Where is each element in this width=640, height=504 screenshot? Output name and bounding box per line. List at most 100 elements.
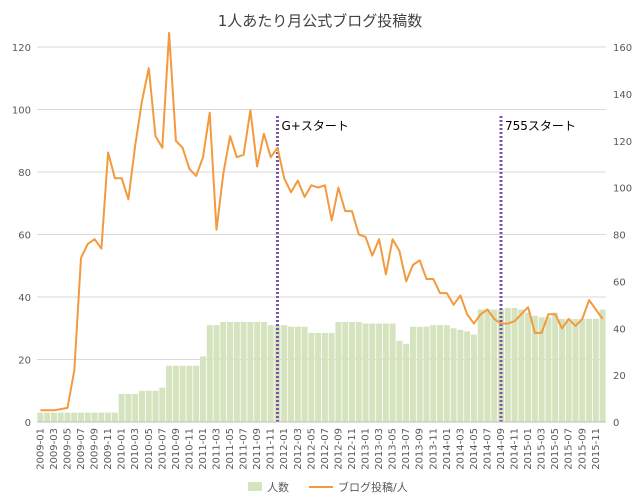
bar xyxy=(484,309,491,422)
bar xyxy=(172,365,179,422)
legend-label-bar: 人数 xyxy=(267,481,289,494)
bar xyxy=(430,325,437,422)
bar xyxy=(199,356,206,422)
y-left-tick-label: 40 xyxy=(18,293,31,304)
bar xyxy=(315,332,322,422)
x-tick-label: 2011-07 xyxy=(239,428,250,470)
x-tick-label: 2009-07 xyxy=(76,428,87,470)
bar xyxy=(139,390,145,422)
x-tick-label: 2014-05 xyxy=(469,428,480,470)
bar xyxy=(84,412,91,422)
x-tick-label: 2014-03 xyxy=(455,428,466,470)
bar xyxy=(470,334,477,422)
y-left-tick-label: 80 xyxy=(18,168,31,179)
bar xyxy=(288,326,294,422)
x-tick-label: 2013-01 xyxy=(361,428,372,470)
bar xyxy=(44,412,51,422)
bar xyxy=(592,318,599,422)
x-tick-label: 2009-01 xyxy=(35,428,46,470)
bar xyxy=(125,393,132,422)
x-tick-label: 2013-09 xyxy=(415,428,426,470)
bar xyxy=(504,307,511,422)
x-tick-label: 2009-05 xyxy=(62,428,73,470)
bar xyxy=(98,412,105,422)
bar xyxy=(132,393,139,422)
x-tick-label: 2011-03 xyxy=(212,428,223,470)
x-tick-label: 2012-03 xyxy=(293,428,304,470)
y-right-tick-label: 40 xyxy=(613,324,626,335)
bar xyxy=(416,326,423,422)
bar xyxy=(233,322,240,422)
annotation-label: 755スタート xyxy=(505,119,576,133)
bar xyxy=(396,340,403,422)
bar xyxy=(57,412,64,422)
x-tick-label: 2012-05 xyxy=(306,428,317,470)
bar xyxy=(491,309,498,422)
x-tick-label: 2015-07 xyxy=(564,428,575,470)
bar xyxy=(538,317,545,422)
bar xyxy=(71,412,78,422)
x-tick-label: 2010-11 xyxy=(184,428,195,470)
x-tick-label: 2011-09 xyxy=(252,428,263,470)
y-right-tick-label: 140 xyxy=(613,90,632,101)
x-tick-label: 2013-03 xyxy=(374,428,385,470)
bar xyxy=(152,390,159,422)
bar xyxy=(403,343,410,422)
bar xyxy=(328,332,335,422)
bar xyxy=(565,318,572,422)
x-tick-label: 2012-07 xyxy=(320,428,331,470)
x-tick-label: 2010-09 xyxy=(171,428,182,470)
bar xyxy=(457,329,464,422)
bar xyxy=(579,318,586,422)
x-tick-label: 2015-05 xyxy=(550,428,561,470)
legend[interactable]: 人数 ブログ投稿/人 xyxy=(248,480,408,494)
x-tick-label: 2014-09 xyxy=(496,428,507,470)
bar xyxy=(321,332,328,422)
bar xyxy=(166,365,173,422)
bar xyxy=(37,412,44,422)
bar xyxy=(240,322,247,422)
annotation-layer: G+スタート 755スタート xyxy=(275,116,576,422)
x-tick-label: 2015-03 xyxy=(537,428,548,470)
chart-title: 1人あたり月公式ブログ投稿数 xyxy=(218,12,423,30)
x-tick-label: 2010-03 xyxy=(130,428,141,470)
bar xyxy=(369,323,376,422)
x-tick-label: 2014-01 xyxy=(442,428,453,470)
bar xyxy=(599,309,606,422)
y-right-tick-label: 120 xyxy=(613,137,632,148)
bar xyxy=(531,315,538,422)
bar xyxy=(545,317,552,422)
bar xyxy=(572,318,579,422)
bar xyxy=(227,322,234,422)
bar xyxy=(362,323,369,422)
line-series xyxy=(40,31,604,412)
bar xyxy=(342,322,349,422)
y-right-tick-label: 160 xyxy=(613,43,632,54)
bar xyxy=(118,393,125,422)
bar xyxy=(511,307,518,422)
bar xyxy=(443,325,450,422)
x-tick-label: 2015-01 xyxy=(523,428,534,470)
y-right-tick-label: 0 xyxy=(613,418,619,429)
bar xyxy=(450,328,457,422)
bar xyxy=(213,325,220,422)
bar xyxy=(267,325,274,422)
y-right-tick-label: 80 xyxy=(613,231,626,242)
bar xyxy=(50,412,57,422)
bar xyxy=(518,309,525,422)
bar xyxy=(193,365,200,422)
bar xyxy=(552,312,559,422)
bar xyxy=(247,322,254,422)
x-tick-label: 2012-09 xyxy=(333,428,344,470)
x-tick-label: 2015-11 xyxy=(591,428,602,470)
bar xyxy=(335,322,342,422)
x-tick-label: 2014-11 xyxy=(510,428,521,470)
bar xyxy=(389,323,396,422)
bar xyxy=(301,326,308,422)
bar xyxy=(91,412,98,422)
x-tick-label: 2010-01 xyxy=(117,428,128,470)
axes: 0 20 40 60 80 100 120 0 20 40 60 80 100 120 140 160 2009… xyxy=(12,43,632,470)
bar xyxy=(281,325,288,422)
bar xyxy=(423,326,430,422)
